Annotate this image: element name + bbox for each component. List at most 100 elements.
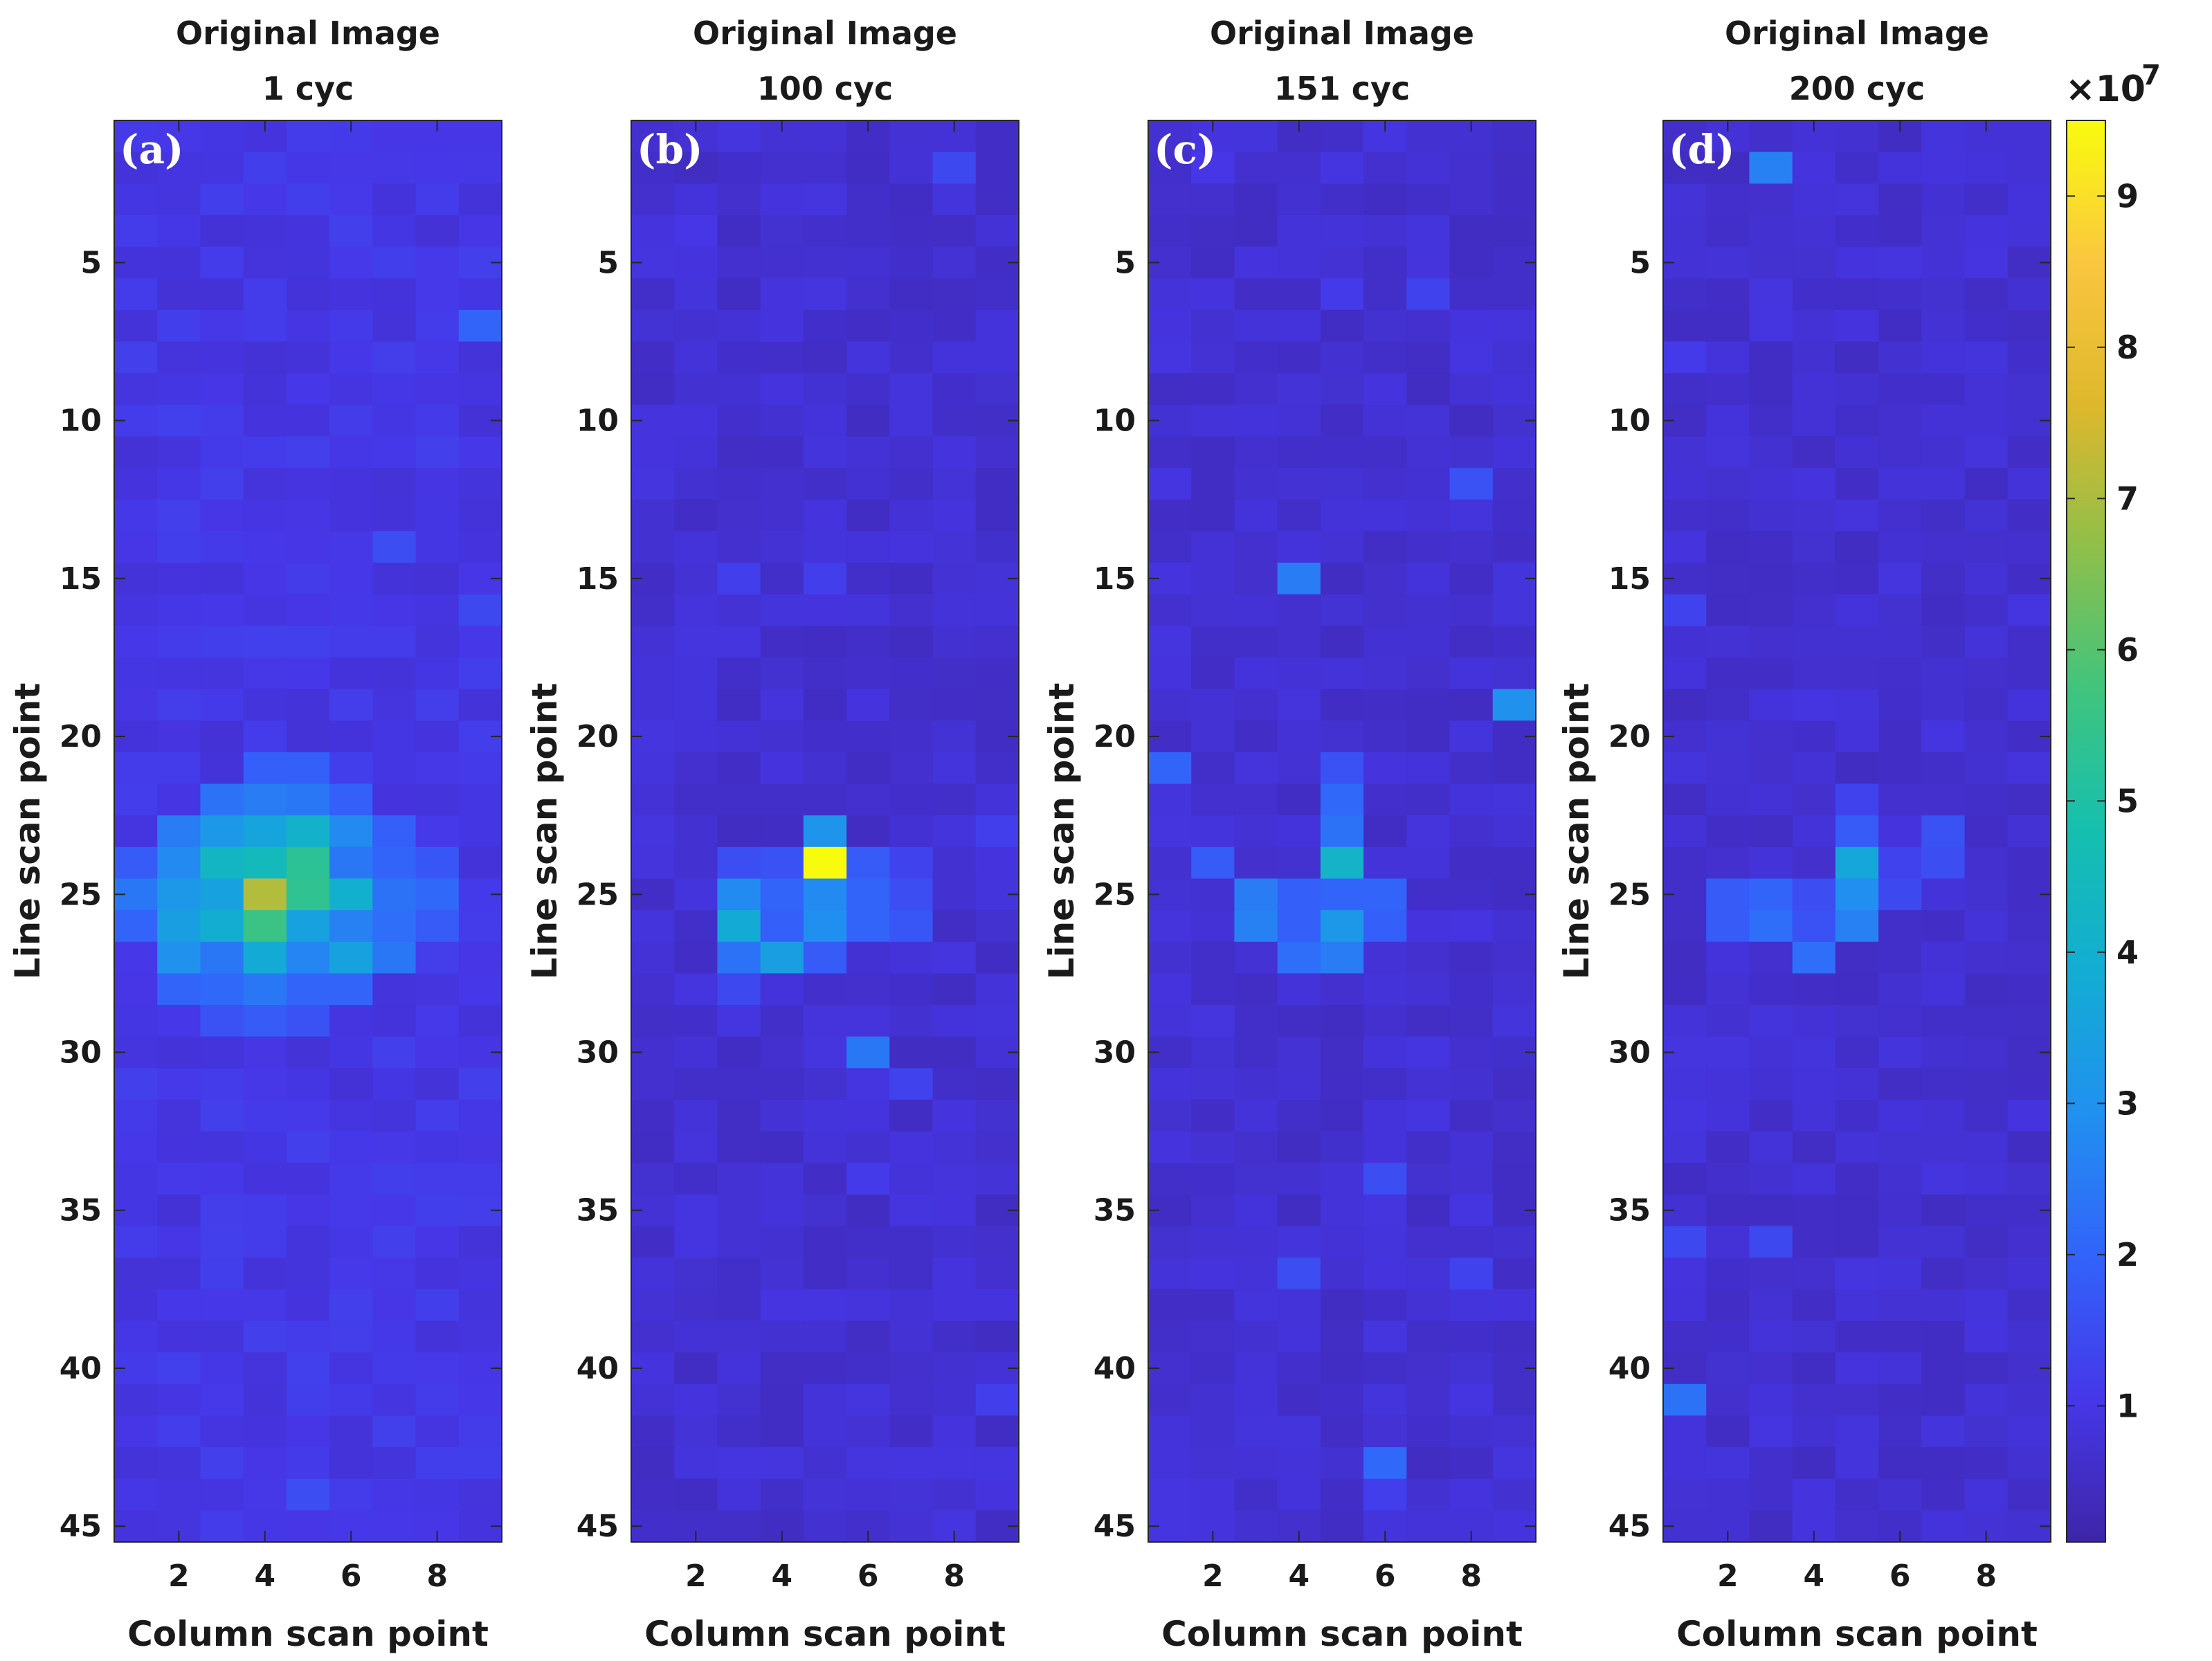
heatmap-cell: [1191, 1478, 1235, 1511]
heatmap-cell: [1234, 468, 1278, 500]
heatmap-cell: [1363, 846, 1407, 880]
heatmap-cell: [674, 689, 718, 721]
heatmap-cell: [846, 657, 890, 690]
heatmap-cell: [803, 1099, 847, 1132]
heatmap-cell: [286, 1352, 330, 1385]
heatmap-cell: [114, 752, 158, 785]
heatmap-cell: [458, 626, 502, 658]
heatmap-cell: [415, 783, 460, 816]
heatmap-cell: [1749, 120, 1793, 153]
heatmap-cell: [415, 720, 460, 753]
heatmap-cell: [1706, 215, 1750, 248]
heatmap-cell: [243, 1320, 287, 1353]
heatmap-cell: [1663, 689, 1707, 721]
heatmap-cell: [157, 468, 201, 500]
heatmap-cell: [243, 183, 287, 216]
heatmap-cell: [1921, 309, 1966, 343]
heatmap-cell: [1749, 373, 1793, 406]
heatmap-cell: [1277, 878, 1321, 911]
heatmap-cell: [889, 720, 934, 753]
heatmap-cell: [1964, 973, 2009, 1006]
heatmap-cell: [975, 1289, 1019, 1322]
heatmap-cell: [1663, 373, 1707, 406]
heatmap-cell: [1492, 594, 1536, 626]
heatmap-cell: [1148, 183, 1192, 216]
heatmap-cell: [717, 1447, 761, 1480]
heatmap-cell: [760, 1289, 804, 1322]
heatmap-cell: [1878, 183, 1922, 216]
heatmap-cell: [846, 878, 890, 911]
heatmap-cell: [889, 1320, 934, 1353]
x-axis-label: Column scan point: [127, 1614, 489, 1654]
heatmap-cell: [329, 1320, 373, 1353]
heatmap-cell: [1835, 752, 1879, 785]
x-tick-label: 2: [168, 1559, 190, 1594]
heatmap-cell: [1191, 1068, 1235, 1100]
heatmap-cell: [1749, 1447, 1793, 1480]
heatmap-cell: [372, 563, 417, 595]
heatmap-cell: [1234, 1258, 1278, 1290]
heatmap-cell: [1835, 1194, 1879, 1227]
heatmap-cell: [1663, 1163, 1707, 1195]
heatmap-cell: [975, 1005, 1019, 1037]
heatmap-cell: [286, 846, 330, 880]
heatmap-cell: [2007, 783, 2051, 816]
heatmap-cell: [1921, 815, 1966, 848]
heatmap-cell: [200, 215, 244, 248]
heatmap-cell: [114, 689, 158, 721]
heatmap-cell: [415, 846, 460, 880]
heatmap-cell: [458, 1226, 502, 1258]
heatmap-cell: [1449, 910, 1494, 943]
heatmap-cell: [975, 752, 1019, 785]
heatmap-cell: [975, 815, 1019, 848]
heatmap-cell: [1449, 373, 1494, 406]
heatmap-cell: [372, 436, 417, 469]
heatmap-cell: [1406, 815, 1451, 848]
heatmap-cell: [1191, 1352, 1235, 1385]
heatmap-cell: [1320, 1131, 1364, 1163]
heatmap-cell: [1964, 846, 2009, 880]
heatmap-cell: [1835, 341, 1879, 374]
heatmap-cell: [975, 910, 1019, 943]
heatmap-cell: [1749, 183, 1793, 216]
heatmap-cell: [243, 1036, 287, 1069]
heatmap-cell: [846, 594, 890, 626]
heatmap-cell: [1835, 815, 1879, 848]
heatmap-cell: [458, 815, 502, 848]
y-tick-label: 25: [577, 877, 619, 912]
heatmap-cell: [889, 783, 934, 816]
heatmap-cell: [631, 1131, 675, 1163]
heatmap-cell: [803, 120, 847, 153]
heatmap-cell: [1921, 1510, 1966, 1543]
heatmap-cell: [458, 1258, 502, 1290]
heatmap-cell: [114, 278, 158, 311]
heatmap-cell: [803, 878, 847, 911]
heatmap-cell: [975, 152, 1019, 184]
heatmap-cell: [674, 373, 718, 406]
heatmap-cell: [1663, 1289, 1707, 1322]
heatmap-cell: [1406, 878, 1451, 911]
heatmap-cell: [674, 783, 718, 816]
heatmap-cell: [1363, 468, 1407, 500]
y-tick-label: 35: [60, 1193, 102, 1228]
heatmap-cell: [932, 1447, 977, 1480]
heatmap-cell: [415, 1320, 460, 1353]
heatmap-cell: [932, 973, 977, 1006]
heatmap-cell: [975, 531, 1019, 563]
heatmap-cell: [1878, 594, 1922, 626]
heatmap-cell: [286, 152, 330, 184]
heatmap-cell: [200, 341, 244, 374]
heatmap-cell: [1277, 215, 1321, 248]
y-tick-label: 45: [60, 1509, 102, 1544]
heatmap-cell: [1964, 941, 2009, 974]
heatmap-cell: [1964, 1478, 2009, 1511]
heatmap-cell: [889, 373, 934, 406]
heatmap-cell: [717, 846, 761, 880]
heatmap-cell: [1191, 752, 1235, 785]
heatmap-cell: [760, 1478, 804, 1511]
heatmap-cell: [674, 436, 718, 469]
heatmap-cell: [717, 973, 761, 1006]
heatmap-cell: [329, 783, 373, 816]
heatmap-cell: [1835, 1163, 1879, 1195]
